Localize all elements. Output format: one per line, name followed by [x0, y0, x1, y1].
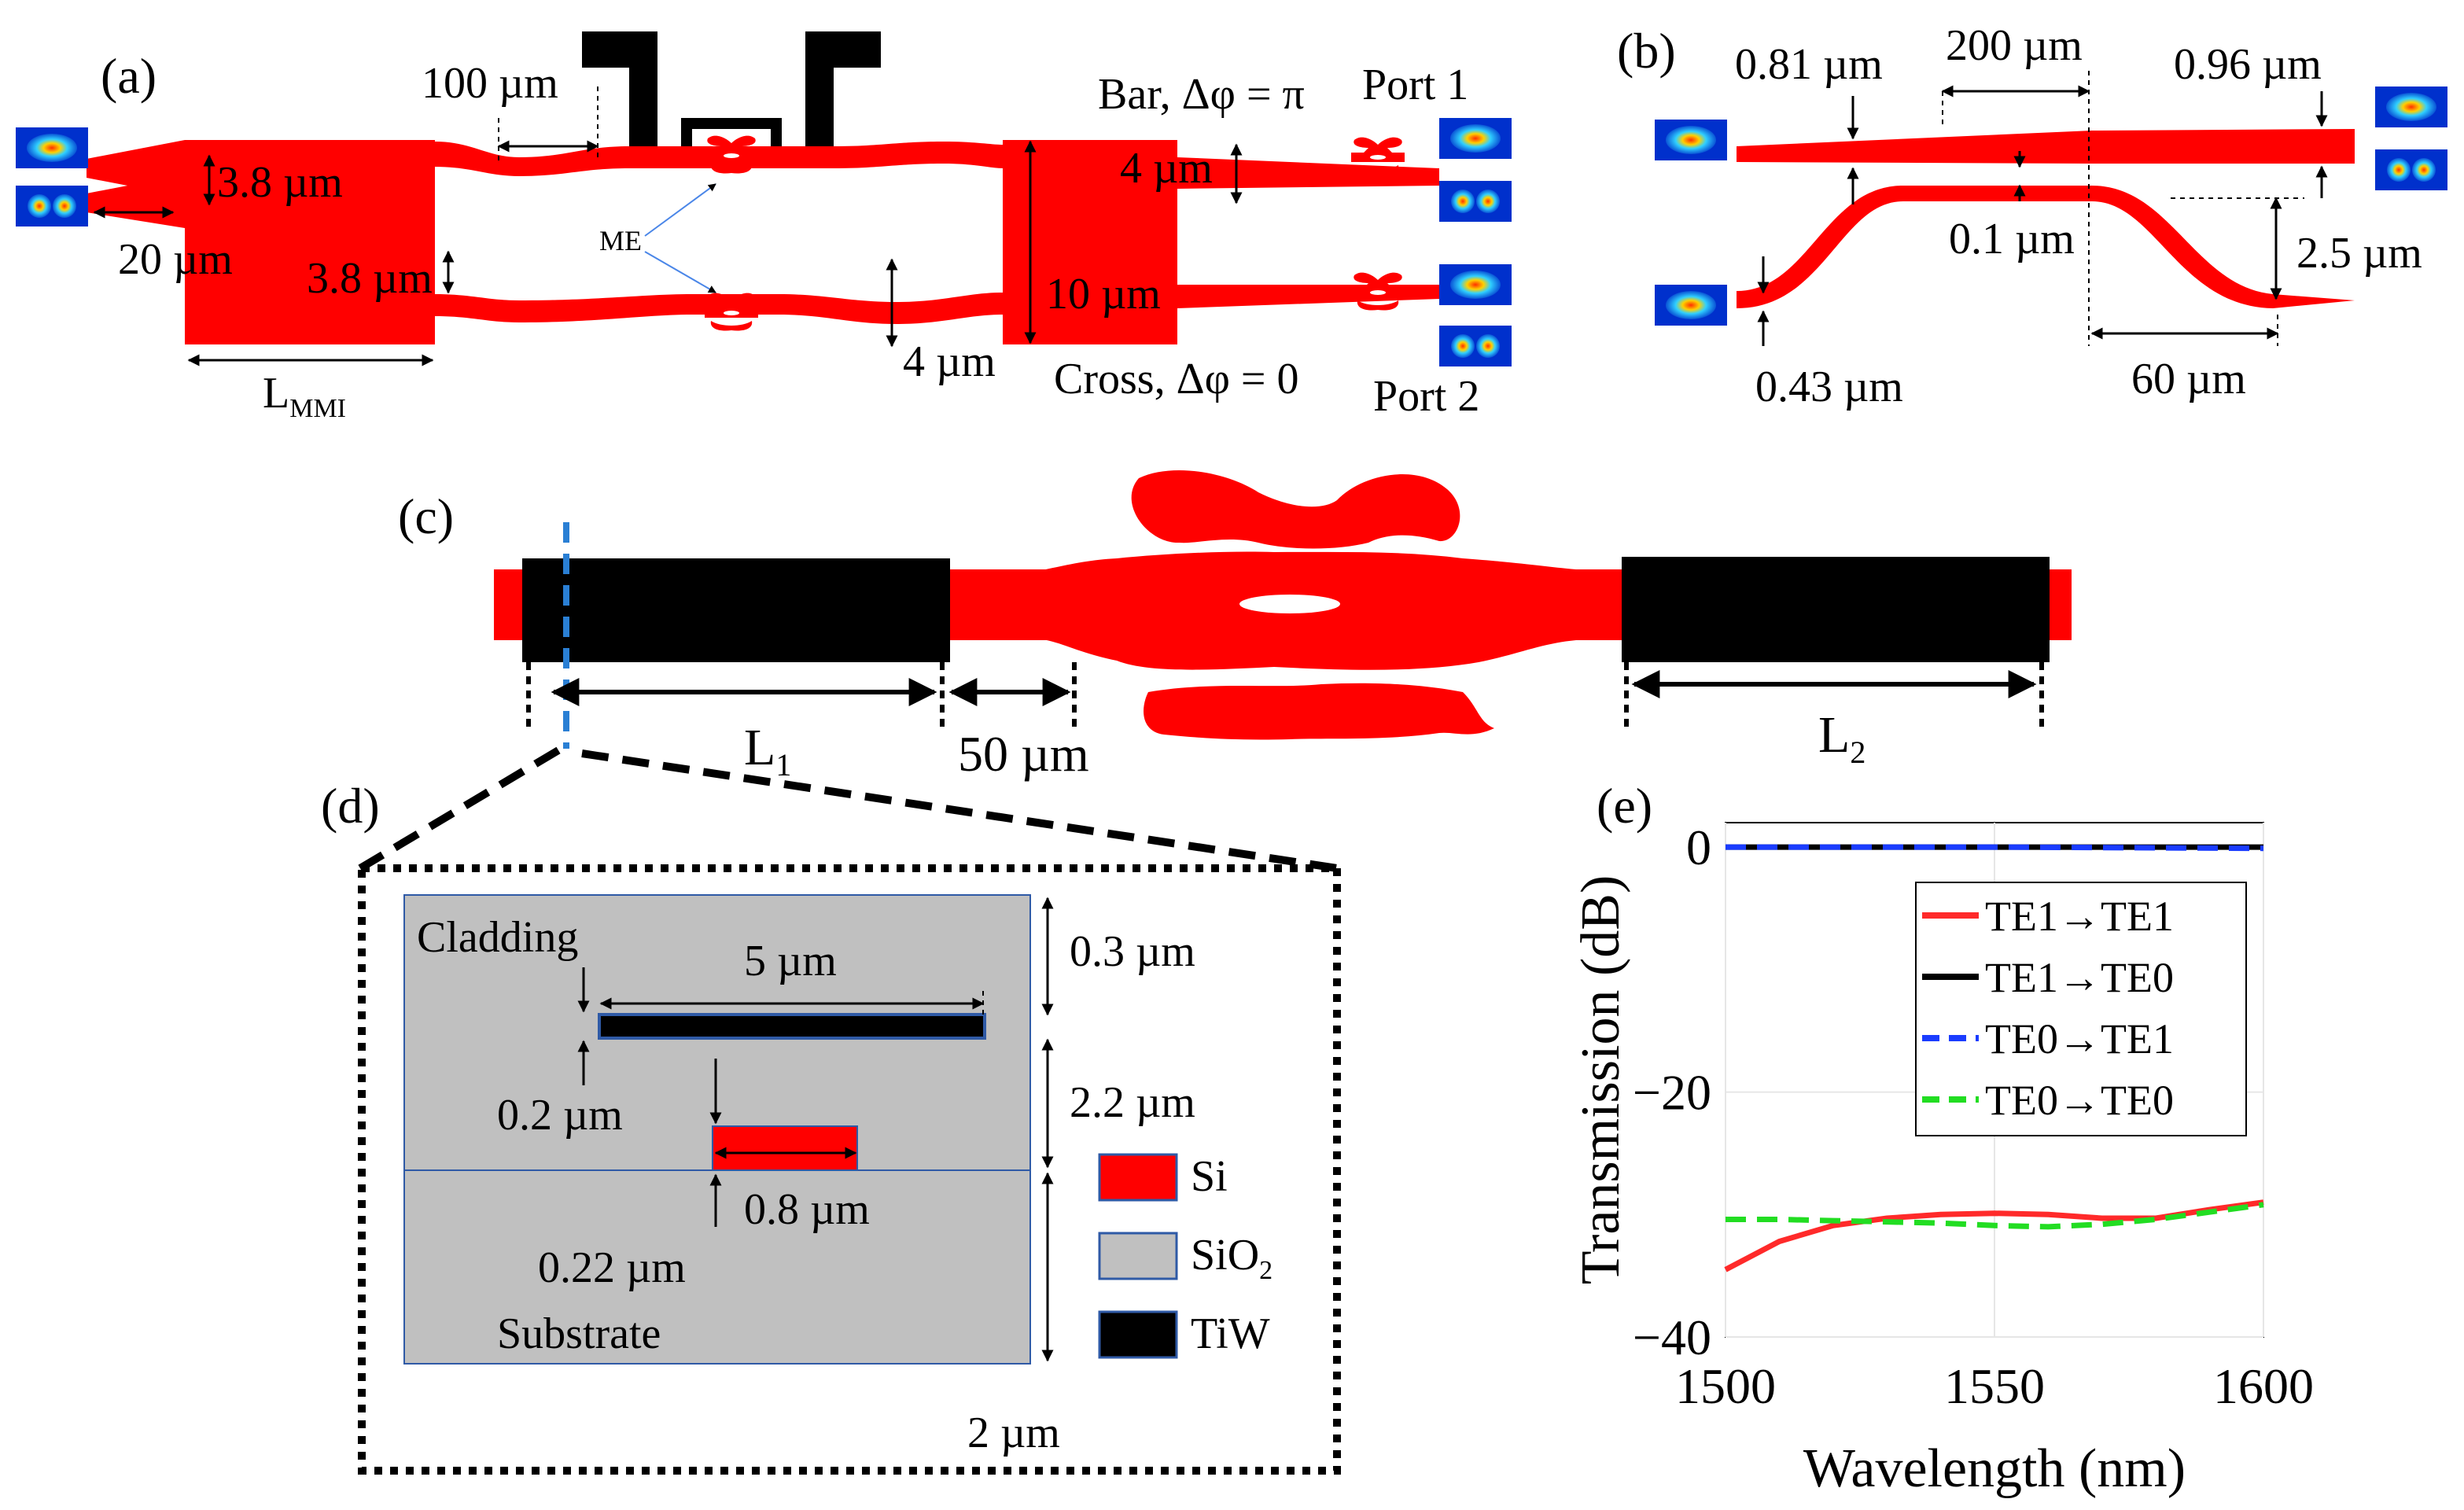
panel-e-label: (e): [1597, 778, 1652, 834]
legend-tiw-swatch: [1098, 1310, 1178, 1359]
port2-label: Port 2: [1373, 372, 1479, 421]
dim-50um: 50 µm: [958, 726, 1089, 782]
panel-d-label: (d): [321, 778, 380, 834]
mode-image-a-te1: [16, 186, 88, 226]
y-axis-label: Transmission (dB): [1571, 875, 1631, 1285]
panel-d: (d) Cladding 5 µm 0.3 µm 0.2 µm 2.2 µm 0…: [321, 746, 1341, 1475]
series-layer: [1724, 844, 2264, 1272]
dim-3-8um-top: 3.8 µm: [217, 158, 343, 207]
bar-label: Bar, Δφ = π: [1098, 70, 1305, 119]
y-tick-label: −20: [1633, 1065, 1711, 1121]
legend-si-swatch: [1098, 1153, 1178, 1202]
dim-0-43um: 0.43 µm: [1755, 363, 1903, 411]
dim-2-2um: 2.2 µm: [1070, 1078, 1195, 1127]
access-waveguide: [1737, 186, 2355, 308]
dim-0-3um: 0.3 µm: [1070, 927, 1195, 976]
dim-4um-bottom: 4 µm: [903, 337, 996, 386]
legend-si-label: Si: [1191, 1152, 1228, 1201]
lmmi-label: LMMI: [263, 369, 346, 423]
tick-layer: 1500 1550 1600 0 −20 −40: [1633, 819, 2314, 1414]
legend-sio2-label: SiO2: [1191, 1231, 1273, 1285]
tiw-heater-l2: [1622, 557, 2050, 662]
y-tick-label: −40: [1633, 1309, 1711, 1365]
tiw-heater-xs: [598, 1013, 986, 1040]
me-pointers: [644, 183, 716, 293]
dim-20um: 20 µm: [118, 235, 233, 284]
legend-label: TE0→TE1: [1985, 1015, 2174, 1063]
dim-200um: 200 µm: [1946, 21, 2083, 70]
transmission-chart: 1500 1550 1600 0 −20 −40 TE1→TE1 TE1→TE0 TE0→TE…: [1571, 819, 2314, 1499]
l1-label: L1: [744, 719, 791, 783]
legend-sio2-swatch: [1098, 1232, 1178, 1280]
panel-d-dimensions: [577, 897, 1054, 1362]
panel-c-label: (c): [398, 488, 454, 544]
dim-10um: 10 µm: [1046, 270, 1161, 319]
substrate-label: Substrate: [497, 1309, 661, 1358]
mode-image-port1-te1: [1439, 181, 1512, 222]
dim-5um: 5 µm: [744, 937, 837, 985]
mode-image-a-te0: [16, 127, 88, 168]
legend-box: [1915, 882, 2247, 1136]
mode-image-port1-te0: [1439, 118, 1512, 159]
mode-image-port2-te0: [1439, 264, 1512, 305]
dim-0-22um: 0.22 µm: [538, 1243, 686, 1292]
mode-image-b-out-te1: [2375, 149, 2447, 190]
mode-image-b-out-te0: [2375, 87, 2447, 127]
dim-4um-top: 4 µm: [1120, 144, 1213, 193]
zoom-frame: [358, 864, 1341, 1475]
cladding-label: Cladding: [417, 913, 578, 962]
panel-b-dimensions: [1757, 71, 2328, 346]
dim-0-81um: 0.81 µm: [1735, 40, 1883, 89]
dim-0-1um: 0.1 µm: [1949, 215, 2075, 263]
bus-waveguide: [1737, 129, 2355, 164]
me-label: ME: [599, 225, 642, 256]
panel-c: (c) L1 50 µm L2: [398, 470, 2072, 783]
dim-0-2um: 0.2 µm: [497, 1091, 623, 1140]
mode-image-b-in-te0: [1655, 120, 1727, 160]
panel-a-label: (a): [101, 48, 157, 104]
me-port2: [1351, 272, 1405, 311]
cross-label: Cross, Δφ = 0: [1054, 355, 1299, 403]
l2-label: L2: [1818, 706, 1865, 770]
series-line: [1726, 844, 2264, 852]
dim-0-96um: 0.96 µm: [2174, 40, 2322, 89]
mode-converter-pattern: [967, 470, 1620, 740]
legend-label: TE0→TE0: [1985, 1077, 2174, 1124]
tiw-heater-l1: [522, 558, 950, 662]
dim-0-8um: 0.8 µm: [744, 1185, 870, 1234]
x-axis-label: Wavelength (nm): [1803, 1438, 2186, 1499]
dim-60um: 60 µm: [2131, 355, 2246, 403]
panel-c-dimensions: [526, 662, 2044, 731]
mode-image-port2-te1: [1439, 326, 1512, 366]
x-tick-label: 1600: [2213, 1358, 2314, 1414]
dim-100um: 100 µm: [422, 59, 558, 108]
dim-3-8um-bottom: 3.8 µm: [307, 254, 433, 303]
dim-2-5um: 2.5 µm: [2296, 229, 2422, 278]
legend-label: TE1→TE0: [1985, 954, 2174, 1001]
panel-b-label: (b): [1617, 23, 1676, 79]
series-line: [1726, 1202, 2264, 1230]
dim-2um: 2 µm: [967, 1409, 1060, 1457]
legend-tiw-label: TiW: [1191, 1309, 1270, 1358]
x-tick-label: 1500: [1675, 1358, 1776, 1414]
panel-a: (a): [16, 31, 1512, 423]
panel-b: (b) 0.81 µm 200 µm 0.96 µm 0.1 µm 2: [1617, 21, 2447, 411]
zoom-lines: [358, 746, 1338, 872]
panel-a-dimensions: [93, 87, 1243, 366]
x-tick-label: 1550: [1944, 1358, 2045, 1414]
chart-legend: TE1→TE1 TE1→TE0 TE0→TE1 TE0→TE0: [1915, 882, 2247, 1136]
port1-label: Port 1: [1362, 61, 1468, 109]
legend-label: TE1→TE1: [1985, 893, 2174, 940]
material-legend: Si SiO2 TiW: [1098, 1152, 1273, 1359]
y-tick-label: 0: [1686, 819, 1711, 875]
mode-image-b-access-te0: [1655, 285, 1727, 326]
si-waveguide-xs: [712, 1125, 858, 1171]
